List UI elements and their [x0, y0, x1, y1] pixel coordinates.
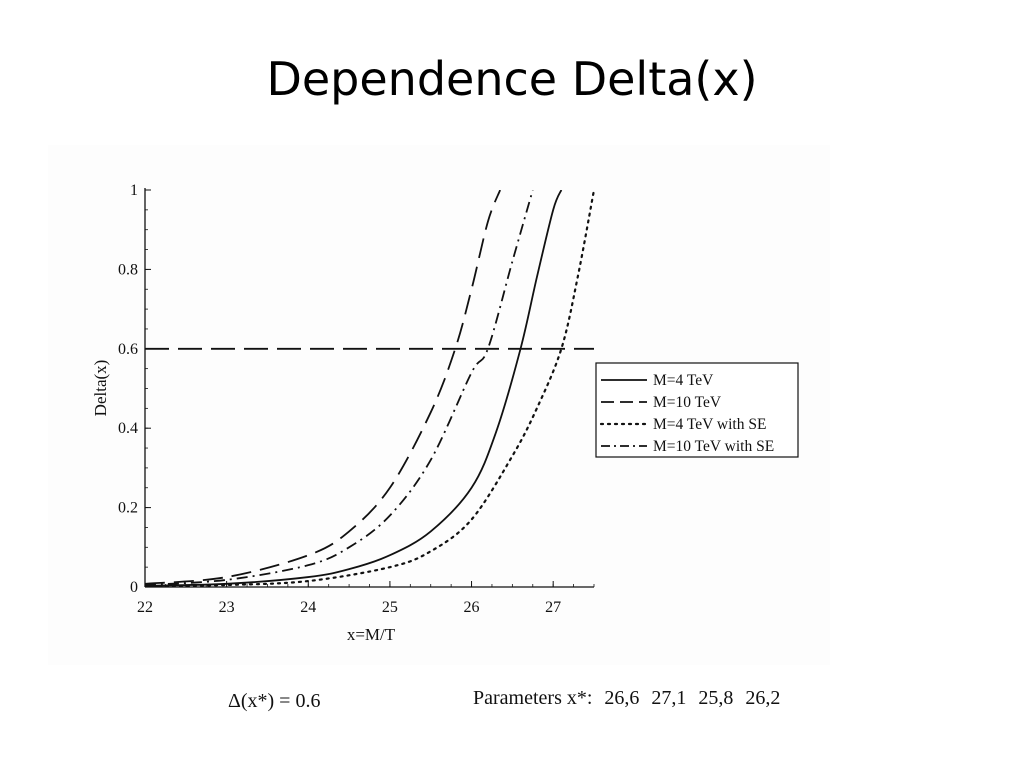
parameter-value: 27,1 — [651, 687, 687, 709]
series-line-dashdot — [145, 190, 534, 586]
series-layer — [145, 190, 595, 587]
parameter-value: 26,6 — [604, 687, 640, 709]
y-axis-label: Delta(x) — [91, 360, 110, 417]
x-tick-label: 23 — [219, 599, 235, 616]
legend-label: M=10 TeV with SE — [653, 438, 774, 455]
series-line-solid — [145, 190, 563, 587]
x-tick-label: 26 — [464, 599, 480, 616]
delta-formula: Δ(x*) = 0.6 — [228, 690, 320, 713]
slide-title: Dependence Delta(x) — [266, 52, 758, 106]
x-tick-label: 22 — [137, 599, 153, 616]
ticks: 22 23 24 25 26 27 0 0.2 0.4 0.6 0.8 1 — [118, 182, 595, 616]
delta-chart: 22 23 24 25 26 27 0 0.2 0.4 0.6 0.8 1 x=M/T Delta(x… — [91, 182, 799, 644]
axes — [144, 188, 594, 588]
series-line-dotted — [145, 190, 595, 587]
y-tick-label: 1 — [130, 182, 138, 199]
parameters-line: Parameters x*: 26,6 27,1 25,8 26,2 — [473, 687, 780, 710]
x-tick-label: 24 — [300, 599, 316, 616]
y-tick-label: 0.8 — [118, 261, 138, 278]
legend-label: M=4 TeV with SE — [653, 416, 766, 433]
formula-text: Δ(x*) = 0.6 — [228, 690, 321, 712]
legend: M=4 TeV M=10 TeV M=4 TeV with SE M=10 TeV w… — [595, 362, 799, 458]
y-tick-label: 0.4 — [118, 420, 138, 437]
legend-label: M=10 TeV — [653, 394, 722, 411]
x-tick-label: 25 — [382, 599, 398, 616]
parameter-value: 26,2 — [745, 687, 781, 709]
legend-box — [595, 362, 799, 458]
chart-figure: 22 23 24 25 26 27 0 0.2 0.4 0.6 0.8 1 x=M/T Delta(x… — [48, 145, 830, 665]
parameters-label: Parameters x*: — [473, 687, 593, 709]
legend-label: M=4 TeV — [653, 372, 714, 389]
x-axis-label: x=M/T — [347, 625, 396, 644]
parameter-value: 25,8 — [698, 687, 734, 709]
y-tick-label: 0.6 — [118, 341, 138, 358]
x-tick-label: 27 — [545, 599, 561, 616]
y-tick-label: 0.2 — [118, 500, 138, 517]
y-tick-label: 0 — [130, 579, 138, 596]
series-line-dashed — [145, 190, 501, 585]
